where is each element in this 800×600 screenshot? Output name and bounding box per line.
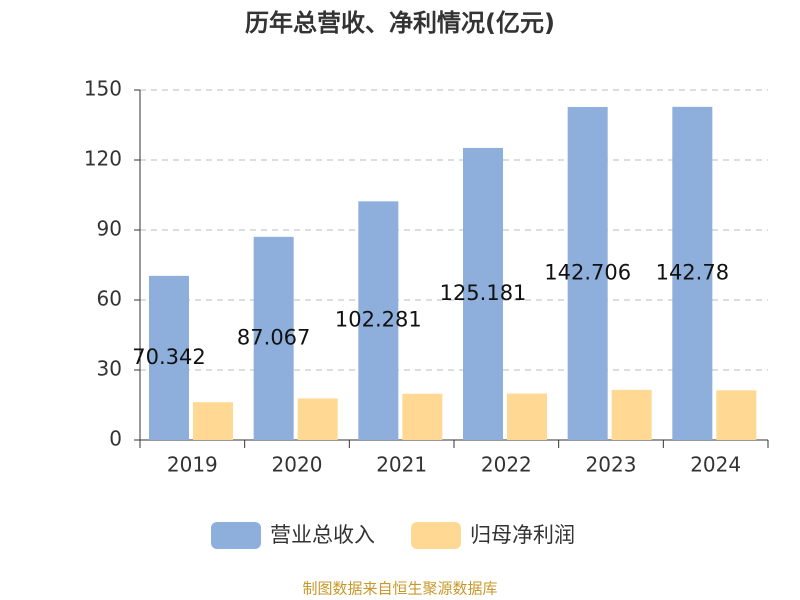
data-label: 87.067	[237, 325, 310, 349]
y-tick-label: 60	[97, 287, 122, 311]
bar	[611, 389, 652, 440]
x-tick-label: 2023	[586, 453, 637, 477]
x-tick-label: 2021	[376, 453, 427, 477]
y-tick-label: 0	[109, 427, 122, 451]
data-label: 70.342	[132, 345, 205, 369]
bar	[402, 393, 443, 440]
bar	[507, 393, 547, 440]
y-tick-label: 90	[97, 217, 122, 241]
chart-title: 历年总营收、净利情况(亿元)	[245, 9, 555, 37]
x-tick-label: 2024	[690, 453, 741, 477]
bar	[193, 402, 233, 440]
legend-label: 归母净利润	[470, 523, 575, 547]
y-tick-label: 30	[97, 357, 122, 381]
bar	[297, 398, 338, 440]
bar	[463, 147, 503, 440]
bar	[716, 390, 757, 440]
x-tick-label: 2022	[481, 453, 532, 477]
bar	[358, 201, 399, 440]
y-tick-label: 150	[84, 77, 122, 101]
bar	[672, 106, 713, 440]
legend-label: 营业总收入	[270, 523, 375, 547]
x-tick-label: 2019	[167, 453, 218, 477]
bar	[567, 107, 608, 440]
bar	[253, 236, 294, 440]
bar	[149, 275, 189, 440]
data-label: 125.181	[440, 281, 527, 305]
data-label: 142.706	[544, 261, 631, 285]
data-label: 102.281	[335, 308, 422, 332]
data-label: 142.78	[656, 260, 729, 284]
y-tick-label: 120	[84, 147, 122, 171]
x-tick-label: 2020	[272, 453, 323, 477]
legend-swatch	[411, 522, 461, 549]
source-note: 制图数据来自恒生聚源数据库	[302, 580, 497, 598]
legend-swatch	[211, 522, 261, 549]
